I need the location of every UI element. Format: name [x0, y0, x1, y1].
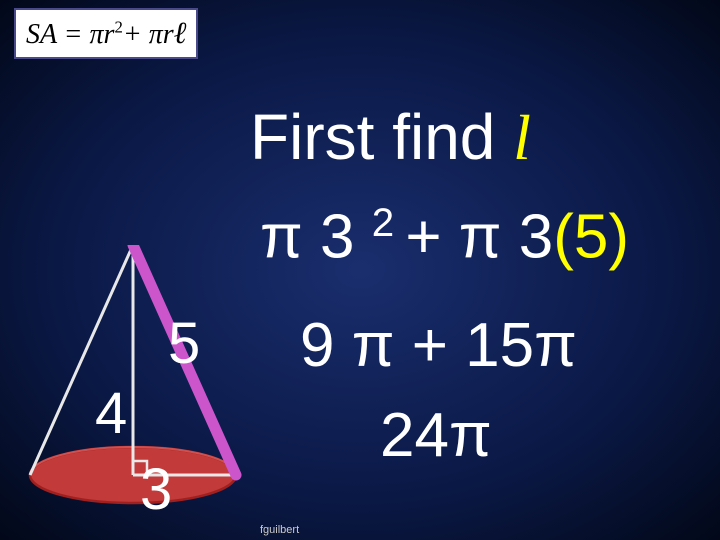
- expression-3: 24π: [380, 400, 492, 471]
- cone-slant-label: 5: [168, 310, 200, 377]
- expression-1: π 3 2 + π 3(5): [260, 200, 629, 273]
- title-prefix: First find: [250, 101, 513, 173]
- credit-text: fguilbert: [260, 524, 299, 536]
- title: First find l: [250, 100, 531, 175]
- expression-2: 9 π + 15π: [300, 310, 577, 381]
- formula-box: SA = πr2+ πrℓ: [14, 8, 198, 59]
- cone-radius-label: 3: [140, 456, 172, 523]
- title-ell: l: [513, 102, 531, 173]
- cone-height-label: 4: [95, 380, 127, 447]
